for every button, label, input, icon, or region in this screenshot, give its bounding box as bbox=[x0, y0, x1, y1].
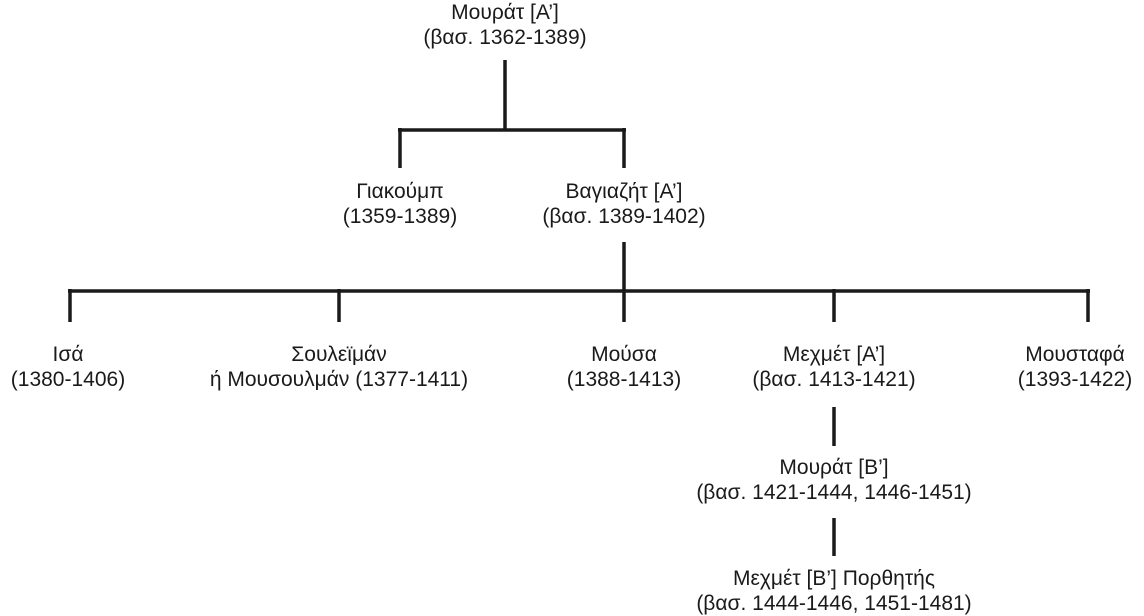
person-dates: (1388-1413) bbox=[566, 368, 682, 391]
person-name: Μουράτ [Β’] bbox=[779, 456, 889, 479]
person-name: Ισά bbox=[52, 343, 84, 366]
person-dates: (1359-1389) bbox=[342, 205, 458, 228]
person-name: Σουλεϊμάν bbox=[291, 343, 387, 366]
person-name: Μούσα bbox=[591, 343, 657, 366]
person-dates: (βασ. 1389-1402) bbox=[542, 205, 706, 228]
person-name: Γιακούμπ bbox=[356, 180, 444, 203]
person-musa: Μούσα (1388-1413) bbox=[524, 342, 724, 392]
person-name: Βαγιαζήτ [Α’] bbox=[565, 180, 683, 203]
person-name: Μεχμέτ [Α’] bbox=[782, 343, 886, 366]
person-murad-ii: Μουράτ [Β’] (βασ. 1421-1444, 1446-1451) bbox=[664, 455, 1004, 505]
person-dates: (βασ. 1444-1446, 1451-1481) bbox=[696, 592, 972, 615]
person-mehmed-ii: Μεχμέτ [Β’] Πορθητής (βασ. 1444-1446, 14… bbox=[664, 566, 1004, 616]
person-dates: ή Μουσουλμάν (1377-1411) bbox=[209, 368, 469, 391]
person-murad-i: Μουράτ [Α’] (βασ. 1362-1389) bbox=[405, 0, 605, 50]
person-dates: (1380-1406) bbox=[10, 368, 126, 391]
person-dates: (1393-1422) bbox=[1017, 368, 1133, 391]
person-dates: (βασ. 1413-1421) bbox=[752, 368, 916, 391]
person-name: Μουράτ [Α’] bbox=[451, 1, 559, 24]
person-name: Μεχμέτ [Β’] Πορθητής bbox=[733, 567, 935, 590]
person-suleyman: Σουλεϊμάν ή Μουσουλμάν (1377-1411) bbox=[169, 342, 509, 392]
person-name: Μουσταφά bbox=[1025, 343, 1125, 366]
person-mustafa: Μουσταφά (1393-1422) bbox=[1006, 342, 1144, 392]
person-isa: Ισά (1380-1406) bbox=[0, 342, 136, 392]
person-mehmed-i: Μεχμέτ [Α’] (βασ. 1413-1421) bbox=[724, 342, 944, 392]
person-dates: (βασ. 1421-1444, 1446-1451) bbox=[696, 481, 972, 504]
person-yakub: Γιακούμπ (1359-1389) bbox=[300, 179, 500, 229]
person-bayezid-i: Βαγιαζήτ [Α’] (βασ. 1389-1402) bbox=[514, 179, 734, 229]
person-dates: (βασ. 1362-1389) bbox=[423, 26, 587, 49]
